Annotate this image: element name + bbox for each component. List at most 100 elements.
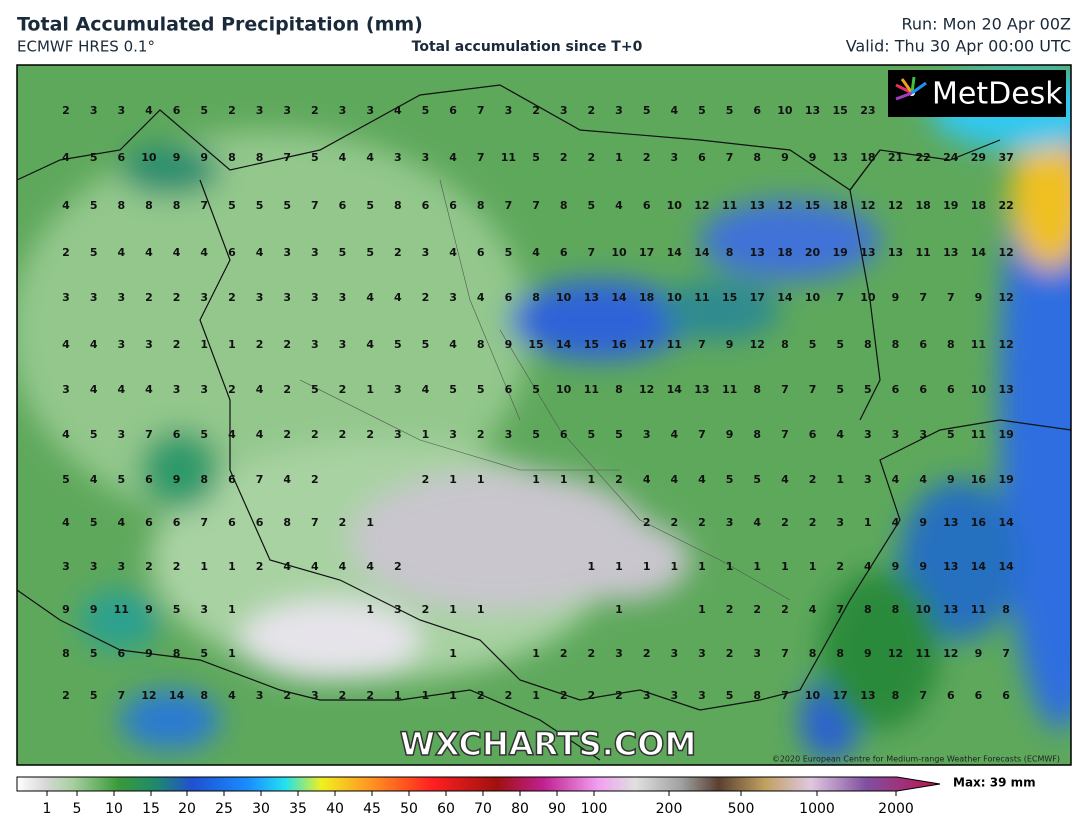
grid-value: 13: [860, 246, 875, 259]
grid-value: 8: [117, 199, 125, 212]
grid-value: 1: [615, 560, 623, 573]
grid-value: 13: [943, 246, 958, 259]
grid-value: 29: [971, 151, 986, 164]
grid-value: 2: [256, 338, 264, 351]
grid-value: 6: [560, 246, 568, 259]
grid-value: 4: [145, 246, 153, 259]
grid-value: 2: [339, 428, 347, 441]
grid-value: 12: [998, 246, 1013, 259]
grid-value: 1: [228, 603, 236, 616]
grid-value: 1: [588, 560, 596, 573]
grid-value: 4: [670, 104, 678, 117]
grid-value: 14: [694, 246, 710, 259]
grid-value: 5: [726, 104, 734, 117]
grid-value: 4: [339, 151, 347, 164]
grid-value: 7: [781, 383, 789, 396]
grid-value: 8: [836, 647, 844, 660]
grid-value: 5: [311, 151, 319, 164]
grid-value: 4: [449, 151, 457, 164]
grid-value: 2: [339, 516, 347, 529]
grid-value: 6: [449, 104, 457, 117]
grid-value: 5: [90, 199, 98, 212]
grid-value: 8: [1002, 603, 1010, 616]
grid-value: 15: [833, 104, 848, 117]
grid-value: 3: [90, 291, 98, 304]
grid-value: 4: [117, 516, 125, 529]
grid-value: 5: [698, 104, 706, 117]
grid-value: 4: [283, 473, 291, 486]
grid-value: 1: [449, 473, 457, 486]
grid-value: 1: [200, 560, 208, 573]
grid-value: 8: [615, 383, 623, 396]
grid-value: 6: [145, 473, 153, 486]
grid-value: 6: [117, 151, 125, 164]
grid-value: 9: [892, 291, 900, 304]
grid-value: 9: [975, 647, 983, 660]
grid-value: 10: [860, 291, 876, 304]
grid-value: 4: [615, 199, 623, 212]
grid-value: 3: [256, 689, 264, 702]
grid-value: 6: [809, 428, 817, 441]
grid-value: 13: [943, 603, 958, 616]
grid-value: 2: [173, 560, 181, 573]
grid-value: 17: [639, 246, 654, 259]
watermark: WXCHARTS.COM: [400, 725, 697, 763]
grid-value: 2: [145, 560, 153, 573]
grid-value: 9: [173, 473, 181, 486]
grid-value: 3: [726, 516, 734, 529]
grid-value: 5: [339, 246, 347, 259]
grid-value: 1: [615, 603, 623, 616]
grid-value: 3: [117, 428, 125, 441]
grid-value: 3: [698, 689, 706, 702]
grid-value: 13: [833, 151, 848, 164]
grid-value: 3: [615, 647, 623, 660]
grid-value: 9: [90, 603, 98, 616]
grid-value: 13: [694, 383, 709, 396]
grid-value: 2: [643, 647, 651, 660]
grid-value: 1: [366, 603, 374, 616]
max-label: Max: 39 mm: [953, 776, 1036, 790]
grid-value: 4: [62, 516, 70, 529]
grid-value: 3: [670, 689, 678, 702]
grid-value: 10: [667, 199, 683, 212]
colorbar-label: 1: [43, 801, 52, 817]
grid-value: 3: [256, 291, 264, 304]
grid-value: 4: [256, 428, 264, 441]
grid-value: 6: [505, 291, 513, 304]
grid-value: 1: [670, 560, 678, 573]
grid-value: 11: [722, 383, 737, 396]
grid-value: 7: [145, 428, 153, 441]
grid-value: 5: [311, 383, 319, 396]
grid-value: 6: [173, 428, 181, 441]
grid-value: 10: [777, 104, 793, 117]
grid-value: 4: [477, 291, 485, 304]
grid-value: 10: [915, 603, 931, 616]
grid-value: 3: [505, 428, 513, 441]
grid-value: 1: [394, 689, 402, 702]
grid-value: 1: [864, 516, 872, 529]
grid-value: 14: [667, 246, 683, 259]
grid-value: 7: [809, 383, 817, 396]
grid-value: 2: [311, 473, 319, 486]
grid-value: 21: [888, 151, 903, 164]
grid-value: 11: [971, 338, 986, 351]
grid-value: 4: [781, 473, 789, 486]
grid-value: 4: [366, 560, 374, 573]
grid-value: 8: [753, 151, 761, 164]
grid-value: 4: [311, 560, 319, 573]
colorbar: [16, 776, 941, 792]
grid-value: 2: [836, 560, 844, 573]
grid-value: 1: [422, 428, 430, 441]
grid-value: 7: [256, 473, 264, 486]
grid-value: 16: [971, 516, 987, 529]
grid-value: 3: [698, 647, 706, 660]
grid-value: 10: [667, 291, 683, 304]
grid-value: 7: [477, 151, 485, 164]
grid-value: 7: [311, 516, 319, 529]
grid-value: 4: [919, 473, 927, 486]
logo-box: [888, 70, 1066, 117]
grid-value: 11: [584, 383, 599, 396]
grid-value: 2: [670, 516, 678, 529]
grid-value: 14: [169, 689, 185, 702]
grid-value: 2: [588, 151, 596, 164]
